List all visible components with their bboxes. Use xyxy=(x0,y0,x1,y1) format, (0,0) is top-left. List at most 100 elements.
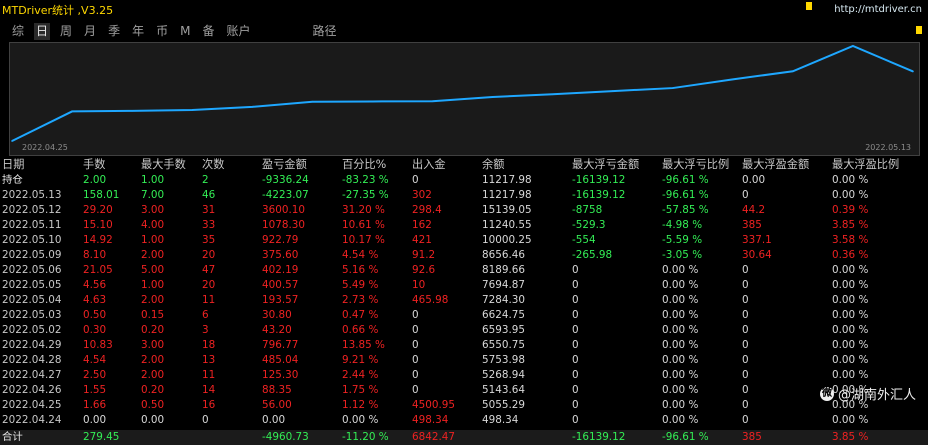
table-cell: 2022.05.09 xyxy=(2,249,62,261)
tab-9[interactable]: 账户 xyxy=(226,24,251,38)
column-header[interactable]: 最大浮亏金额 xyxy=(572,158,640,171)
equity-point-10 xyxy=(611,90,614,92)
column-header[interactable]: 余额 xyxy=(482,158,505,171)
table-cell: 0.00 xyxy=(262,414,286,426)
table-cell: 0.15 xyxy=(141,309,165,321)
tab-3[interactable]: 月 xyxy=(84,24,97,38)
column-header[interactable]: 手数 xyxy=(83,158,106,171)
table-cell: 2022.05.13 xyxy=(2,189,62,201)
window-control-icon[interactable] xyxy=(806,2,812,10)
tab-7[interactable]: M xyxy=(180,24,191,38)
column-header[interactable]: 次数 xyxy=(202,158,225,171)
table-row[interactable]: 2022.04.25 1.66 0.50 16 56.00 1.12 % 4500.95 50… xyxy=(0,398,928,413)
table-cell: 10 xyxy=(412,279,426,291)
table-cell: 4.54 % xyxy=(342,249,379,261)
column-header[interactable]: 日期 xyxy=(2,158,25,171)
table-cell: 31 xyxy=(202,204,216,216)
table-row[interactable]: 2022.04.28 4.54 2.00 13 485.04 9.21 % 0 5753.98… xyxy=(0,353,928,368)
table-cell: 0.66 % xyxy=(342,324,379,336)
table-row[interactable]: 2022.05.11 15.10 4.00 33 1078.30 10.61 % 162 11… xyxy=(0,218,928,233)
table-cell: 1.75 % xyxy=(342,384,379,396)
tab-10[interactable]: 路径 xyxy=(312,24,337,38)
table-cell: -4223.07 xyxy=(262,189,309,201)
table-row[interactable]: 2022.05.02 0.30 0.20 3 43.20 0.66 % 0 6593.95 0 0… xyxy=(0,323,928,338)
table-cell: 3.00 xyxy=(141,204,165,216)
column-header[interactable]: 最大浮盈比例 xyxy=(832,158,900,171)
column-header[interactable]: 出入金 xyxy=(412,158,446,171)
table-cell: 2022.05.12 xyxy=(2,204,62,216)
table-cell: 298.4 xyxy=(412,204,442,216)
table-cell: 15.10 xyxy=(83,219,113,231)
table-cell: 0 xyxy=(572,294,579,306)
table-row[interactable]: 2022.04.27 2.50 2.00 11 125.30 2.44 % 0 5268.94… xyxy=(0,368,928,383)
table-row[interactable]: 2022.04.26 1.55 0.20 14 88.35 1.75 % 0 5143.64 0… xyxy=(0,383,928,398)
watermark-text: @湖南外汇人 xyxy=(837,388,916,403)
website-link[interactable]: http://mtdriver.cn xyxy=(834,4,922,15)
table-cell: 2.00 xyxy=(141,294,165,306)
table-cell: 0.00 % xyxy=(832,339,869,351)
table-cell: 1.00 xyxy=(141,279,165,291)
column-header[interactable]: 最大手数 xyxy=(141,158,186,171)
table-cell: 0.00 % xyxy=(832,414,869,426)
table-cell: 2022.05.06 xyxy=(2,264,62,276)
column-header[interactable]: 最大浮盈金额 xyxy=(742,158,810,171)
total-cell: 合计 xyxy=(2,431,23,443)
table-cell: 0 xyxy=(742,339,749,351)
table-cell: 0.00 % xyxy=(832,369,869,381)
table-cell: 0 xyxy=(572,369,579,381)
table-row[interactable]: 2022.05.03 0.50 0.15 6 30.80 0.47 % 0 6624.75 0 0… xyxy=(0,308,928,323)
table-row[interactable]: 持仓 2.00 1.00 2 -9336.24 -83.23 % 0 11217.98 -161… xyxy=(0,173,928,188)
total-cell: -4960.73 xyxy=(262,431,309,443)
table-cell: 0 xyxy=(572,309,579,321)
table-cell: 15139.05 xyxy=(482,204,532,216)
column-header[interactable]: 百分比% xyxy=(342,158,387,171)
table-row[interactable]: 2022.05.09 8.10 2.00 20 375.60 4.54 % 91.2 8656… xyxy=(0,248,928,263)
tab-0[interactable]: 综 xyxy=(12,24,25,38)
tab-5[interactable]: 年 xyxy=(132,24,145,38)
table-cell: 10.61 % xyxy=(342,219,385,231)
table-row[interactable]: 2022.05.04 4.63 2.00 11 193.57 2.73 % 465.98 72… xyxy=(0,293,928,308)
table-header: 日期 手数 最大手数 次数 盈亏金额 百分比% 出入金 余额 最大浮亏金额 最大浮亏比例 最大浮盈金… xyxy=(0,156,928,173)
table-cell: 2.00 xyxy=(141,249,165,261)
table-cell: 2022.05.05 xyxy=(2,279,62,291)
table-cell: 43.20 xyxy=(262,324,292,336)
table-cell: 922.79 xyxy=(262,234,299,246)
panel-control-icon[interactable] xyxy=(916,26,922,34)
table-row[interactable]: 2022.05.12 29.20 3.00 31 3600.10 31.20 % 298.4… xyxy=(0,203,928,218)
table-cell: 56.00 xyxy=(262,399,292,411)
table-cell: 3 xyxy=(202,324,209,336)
tab-8[interactable]: 备 xyxy=(202,24,215,38)
tab-4[interactable]: 季 xyxy=(108,24,121,38)
watermark: 微 @湖南外汇人 xyxy=(819,384,916,403)
table-cell: 0.50 xyxy=(141,399,165,411)
tab-1[interactable]: 日 xyxy=(34,23,51,40)
column-header[interactable]: 盈亏金额 xyxy=(262,158,307,171)
table-cell: 0 xyxy=(742,189,749,201)
table-cell: 7.00 xyxy=(141,189,165,201)
table-cell: 11240.55 xyxy=(482,219,532,231)
tab-2[interactable]: 周 xyxy=(60,24,73,38)
table-cell: 5143.64 xyxy=(482,384,525,396)
table-cell: 2.00 xyxy=(83,174,107,186)
tab-6[interactable]: 币 xyxy=(156,24,169,38)
table-cell: 29.20 xyxy=(83,204,113,216)
table-row[interactable]: 2022.05.06 21.05 5.00 47 402.19 5.16 % 92.6 818… xyxy=(0,263,928,278)
column-header[interactable]: 最大浮亏比例 xyxy=(662,158,730,171)
table-row[interactable]: 2022.05.10 14.92 1.00 35 922.79 10.17 % 421 100… xyxy=(0,233,928,248)
table-row[interactable]: 2022.04.24 0.00 0.00 0 0.00 0.00 % 498.34 498.3… xyxy=(0,413,928,428)
table-cell: 0.36 % xyxy=(832,249,869,261)
equity-point-3 xyxy=(191,109,193,111)
table-cell: 0 xyxy=(742,264,749,276)
table-cell: 0 xyxy=(202,414,209,426)
table-cell: 125.30 xyxy=(262,369,299,381)
table-row[interactable]: 2022.05.13 158.01 7.00 46 -4223.07 -27.35 % 30… xyxy=(0,188,928,203)
table-cell: 0.00 % xyxy=(832,309,869,321)
table-cell: 0.00 xyxy=(141,414,165,426)
table-cell: 0.00 % xyxy=(832,279,869,291)
total-cell: 385 xyxy=(742,431,762,443)
table-cell: 0.30 xyxy=(83,324,107,336)
table-cell: 10000.25 xyxy=(482,234,532,246)
table-cell: 1.00 xyxy=(141,234,165,246)
table-row[interactable]: 2022.05.05 4.56 1.00 20 400.57 5.49 % 10 7694.8… xyxy=(0,278,928,293)
table-row[interactable]: 2022.04.29 10.83 3.00 18 796.77 13.85 % 0 6550.… xyxy=(0,338,928,353)
